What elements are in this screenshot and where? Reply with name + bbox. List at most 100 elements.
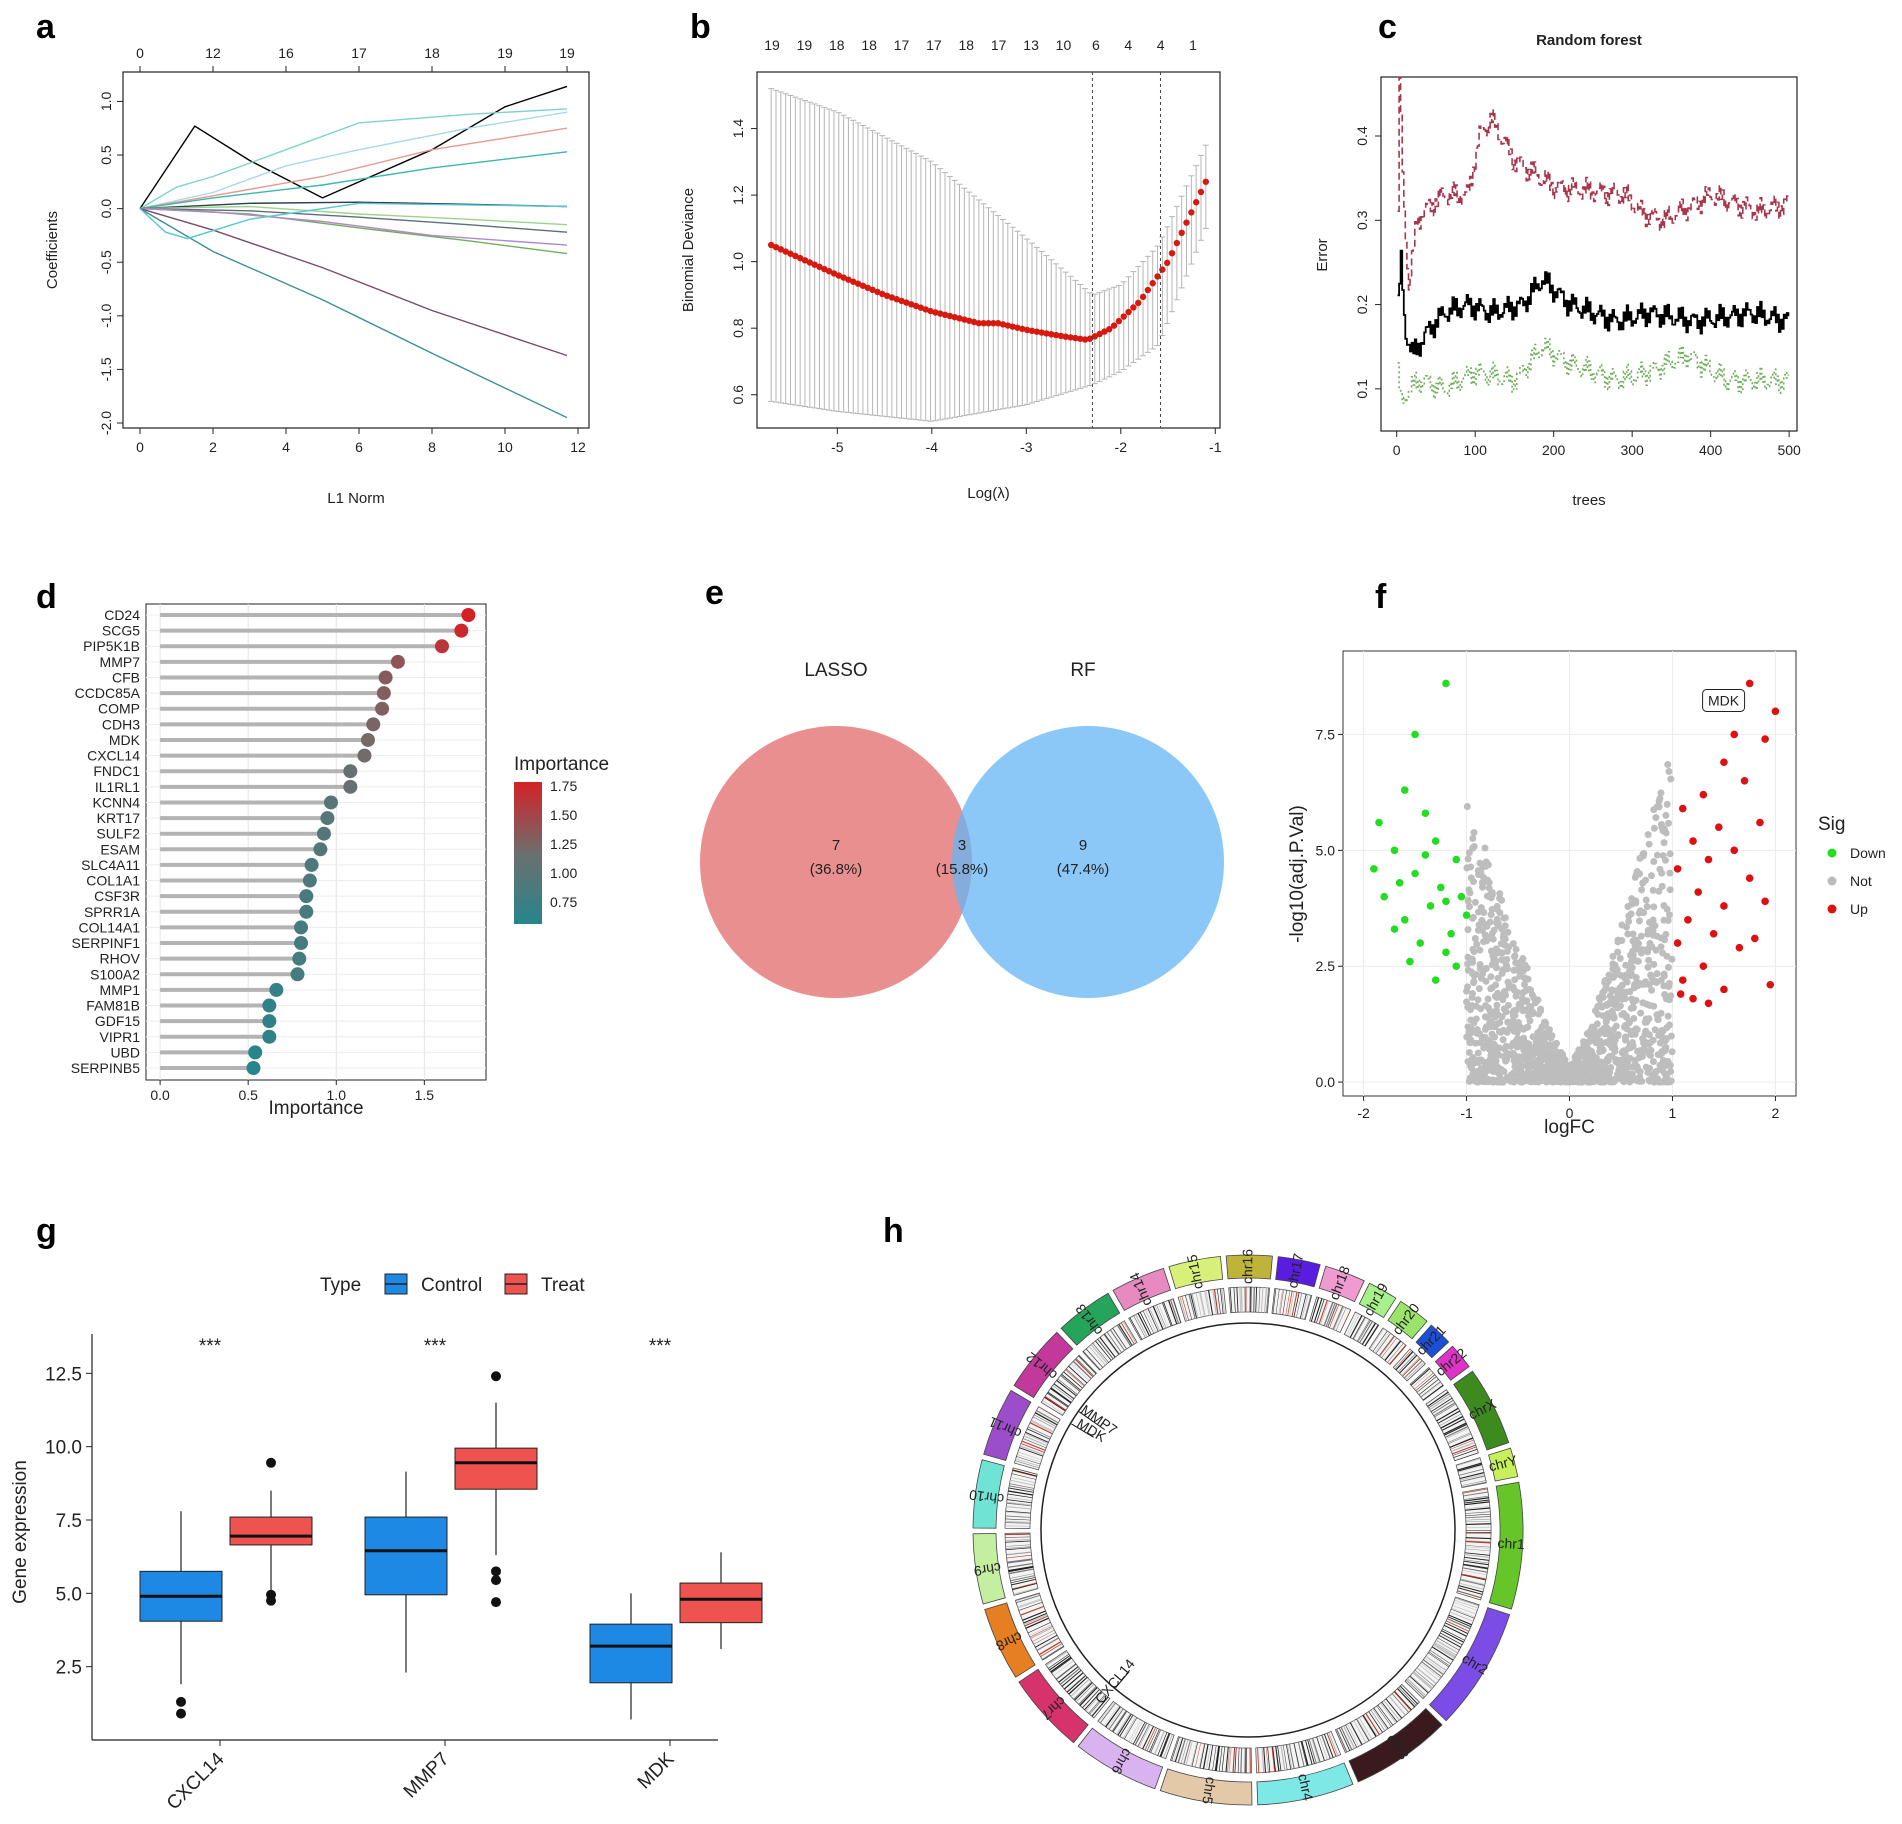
cytoband — [1007, 1559, 1033, 1564]
down-point — [1442, 679, 1450, 688]
gene-label: MMP7 — [100, 654, 141, 670]
not-sig-point — [1613, 966, 1621, 974]
box-outlier — [491, 1575, 501, 1586]
cytoband — [1005, 1540, 1031, 1543]
not-sig-point — [1510, 1049, 1518, 1057]
error-line-oob — [1397, 249, 1790, 357]
down-point — [1380, 892, 1388, 901]
not-sig-point — [1480, 920, 1488, 928]
cytoband — [1458, 1585, 1484, 1593]
x-tick-label: -3 — [1020, 439, 1033, 455]
not-sig-point — [1515, 965, 1523, 973]
up-point — [1751, 934, 1759, 943]
cytoband — [1457, 1463, 1483, 1472]
cytoband — [1030, 1420, 1054, 1433]
cytoband — [1271, 1746, 1276, 1772]
gene-label: COL14A1 — [79, 919, 141, 935]
not-sig-point — [1492, 981, 1500, 989]
not-sig-point — [1530, 1062, 1538, 1070]
cytoband — [1202, 1744, 1209, 1770]
gene-label: PIP5K1B — [83, 638, 140, 654]
not-sig-point — [1626, 1018, 1634, 1026]
y-tick-label: 5.0 — [56, 1584, 82, 1605]
cytoband — [1463, 1491, 1489, 1497]
not-sig-point — [1649, 886, 1657, 894]
cytoband — [1023, 1435, 1048, 1447]
cytoband — [1443, 1422, 1467, 1435]
cytoband — [1327, 1303, 1338, 1328]
not-sig-point — [1627, 910, 1635, 918]
not-sig-point — [1614, 938, 1622, 946]
cytoband — [1050, 1388, 1071, 1404]
not-sig-point — [1498, 925, 1506, 933]
deviance-point — [1009, 323, 1016, 330]
legend-title: Importance — [514, 754, 609, 775]
cytoband — [1260, 1287, 1264, 1313]
x-tick-label: 200 — [1542, 442, 1566, 458]
up-point — [1745, 874, 1754, 882]
not-sig-point — [1560, 1077, 1568, 1085]
cytoband — [1261, 1747, 1265, 1773]
cytoband — [1356, 1718, 1371, 1741]
cytoband — [1318, 1300, 1328, 1325]
cytoband — [1145, 1309, 1157, 1333]
cytoband — [1020, 1605, 1044, 1616]
cytoband — [1160, 1733, 1171, 1758]
cytoband — [1293, 1292, 1300, 1317]
not-sig-point — [1513, 1056, 1521, 1064]
box-treat — [454, 1447, 538, 1490]
box-outlier — [491, 1597, 501, 1608]
not-sig-point — [1590, 1025, 1598, 1033]
box-outlier — [491, 1371, 501, 1382]
chromosome-chr15 — [1168, 1255, 1224, 1290]
cytoband — [1040, 1643, 1063, 1657]
cytoband — [1109, 1329, 1125, 1351]
y-tick-label: 10.0 — [45, 1438, 82, 1459]
not-sig-point — [1596, 1037, 1604, 1045]
top-tick-label: 1 — [1189, 37, 1197, 53]
cytoband — [1463, 1563, 1489, 1569]
not-sig-point — [1632, 1076, 1640, 1084]
cytoband — [1011, 1473, 1037, 1480]
cytoband — [1316, 1299, 1325, 1324]
coef-path-s2 — [139, 108, 568, 210]
not-sig-point — [1645, 840, 1653, 848]
down-point — [1411, 730, 1419, 739]
cytoband — [1389, 1344, 1407, 1365]
deviance-point — [1139, 293, 1147, 301]
deviance-point — [772, 243, 780, 251]
up-point — [1740, 776, 1749, 785]
deviance-point — [951, 313, 958, 321]
cytoband — [1051, 1657, 1072, 1674]
deviance-point — [1183, 219, 1190, 226]
deviance-point — [1028, 327, 1036, 335]
cytoband — [1255, 1287, 1258, 1313]
cytoband — [1419, 1664, 1440, 1681]
not-sig-point — [1594, 1072, 1602, 1080]
not-sig-point — [1664, 1057, 1672, 1065]
x-tick-label: 1 — [1669, 1105, 1677, 1121]
deviance-point — [811, 261, 818, 268]
cytoband — [1085, 1348, 1103, 1368]
cytoband — [1132, 1721, 1146, 1745]
gene-label: COL1A1 — [86, 873, 140, 889]
not-sig-point — [1666, 886, 1674, 894]
cytoband — [1106, 1331, 1122, 1353]
not-sig-point — [1463, 864, 1471, 872]
cytoband — [1190, 1741, 1198, 1767]
cytoband — [1036, 1637, 1059, 1651]
deviance-point — [1062, 333, 1069, 340]
cytoband — [1413, 1671, 1434, 1689]
cytoband — [1416, 1376, 1437, 1393]
up-point — [1730, 846, 1739, 855]
cytoband — [1066, 1674, 1086, 1693]
not-sig-point — [1495, 1028, 1503, 1036]
not-sig-point — [1594, 1010, 1602, 1018]
cytoband — [1441, 1630, 1464, 1643]
cytoband — [1173, 1737, 1182, 1762]
cytoband — [1244, 1747, 1246, 1773]
gene-leader-line — [1115, 1671, 1130, 1689]
not-sig-point — [1465, 903, 1473, 911]
cytoband — [1338, 1727, 1351, 1751]
not-sig-point — [1522, 987, 1530, 995]
